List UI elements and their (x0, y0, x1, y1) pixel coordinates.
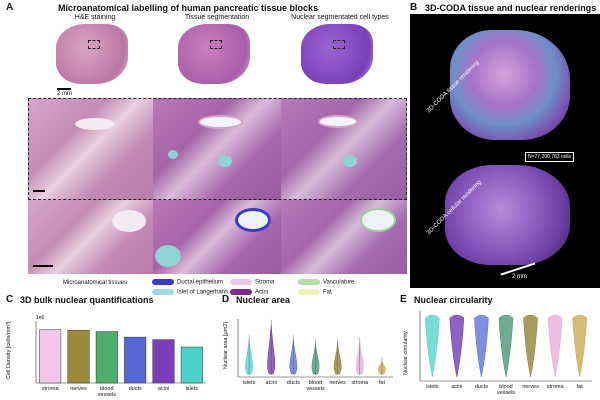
c-xtick-0: stroma (42, 386, 60, 392)
panel-b-title: 3D-CODA tissue and nuclear renderings (425, 3, 597, 13)
legend-title: Microanatomical tissues (63, 280, 128, 286)
nuc-slide-thumbnail (301, 24, 373, 84)
c-bar-0 (39, 329, 62, 384)
seg-slide-thumbnail (178, 24, 250, 84)
legend-label-acini: Acini (255, 289, 269, 296)
panel-b-letter: B (410, 2, 418, 13)
legend-label-vasculature: Vasculature (323, 279, 355, 286)
legend-swatch-acini (230, 289, 252, 295)
d-xtick-2: ducts (287, 380, 300, 386)
c-ylabel: Cell Density [cells/mm³] (6, 321, 12, 379)
panel-e-title: Nuclear circularity (414, 295, 493, 305)
panel-c-letter: C (6, 294, 14, 305)
c-bar-5 (180, 346, 203, 384)
legend-label-islet: Islet of Langerhans (177, 289, 229, 296)
e-violin-2 (474, 314, 489, 378)
e-violin-4 (523, 314, 538, 378)
legend-swatch-fat (298, 289, 320, 295)
zoom-outline (28, 98, 407, 200)
c-xtick-1: nerves (70, 386, 87, 392)
panel-c-title: 3D bulk nuclear quantifications (20, 295, 154, 305)
legend-vasculature: Vasculature (298, 279, 354, 286)
panel-c-chart: 1e6 Cell Density [cells/mm³] stroma nerves b… (6, 315, 206, 398)
c-xtick-3: ducts (129, 386, 142, 392)
panel-d-title: Nuclear area (236, 295, 291, 305)
he-roi-box (88, 40, 100, 49)
panel-a-scale-label: 2 mm (57, 91, 72, 97)
panel-d-chart: Nuclear area [μm2] islets acini ducts blood v… (223, 319, 393, 392)
render-scale-label: 2 mm (512, 274, 527, 280)
panel-e-letter: E (400, 294, 407, 305)
legend-stroma: Stroma (230, 279, 274, 286)
d-xtick-6: fat (379, 380, 386, 386)
e-xtick-3: blood vessels (497, 384, 516, 396)
e-xtick-1: acini (451, 384, 462, 390)
c-bar-2 (95, 331, 118, 384)
tissue-render-blob (450, 30, 570, 140)
legend-label-ductal: Ductal epithelium (177, 279, 224, 286)
c-bar-3 (124, 336, 147, 384)
middle-scale-bar (33, 190, 45, 192)
nuc-roi-box (333, 40, 345, 49)
he-slide-thumbnail (56, 24, 128, 84)
panel-e-chart: Nuclear circularity islets acini ducts blood… (403, 311, 592, 396)
col-label-seg: Tissue segmentation (184, 14, 250, 21)
vessel-shape-he (75, 118, 115, 130)
cellular-render-blob (445, 165, 570, 265)
e-violin-1 (449, 314, 465, 378)
legend-swatch-stroma (230, 279, 252, 285)
legend-label-stroma: Stroma (255, 279, 275, 286)
c-xtick-4: acini (158, 386, 169, 392)
vessel-shape-nuc (318, 115, 358, 128)
panel-d-letter: D (222, 294, 230, 305)
e-xtick-2: ducts (475, 384, 488, 390)
e-xtick-5: stroma (547, 384, 565, 390)
e-xtick-0: islets (426, 384, 439, 390)
islet-blob-seg-2 (168, 150, 178, 159)
legend-islet: Islet of Langerhans (152, 289, 228, 296)
duct-shape-nuc (360, 208, 396, 232)
col-label-nuc: Nuclear segmentated cell types (291, 14, 389, 21)
d-xtick-3: blood vessels (306, 380, 325, 392)
islet-blob-nuc (343, 155, 357, 167)
e-violin-3 (498, 314, 514, 378)
legend-swatch-islet (152, 289, 174, 295)
d-xtick-0: islets (243, 380, 256, 386)
c-bar-4 (152, 339, 175, 384)
legend-ductal: Ductal epithelium (152, 279, 223, 286)
islet-blob-seg (218, 155, 232, 167)
duct-shape-he (112, 210, 146, 232)
cell-count-label: N=77,200,783 cells (525, 152, 574, 162)
c-bar-1 (67, 330, 90, 384)
e-xtick-4: nerves (522, 384, 539, 390)
legend-fat: Fat (298, 289, 332, 296)
e-ylabel: Nuclear circularity (403, 331, 409, 375)
panel-a-letter: A (6, 2, 14, 13)
d-xtick-1: acini (266, 380, 277, 386)
legend-acini: Acini (230, 289, 268, 296)
e-violin-5 (547, 314, 563, 378)
panel-a-title: Microanatomical labelling of human pancr… (58, 3, 319, 13)
vessel-shape-seg (198, 115, 243, 129)
islet-shape-seg (155, 245, 181, 267)
bottom-scale-bar (33, 265, 53, 267)
he-zoom-middle (28, 98, 153, 200)
d-xtick-5: stroma (351, 380, 369, 386)
legend-swatch-ductal (152, 279, 174, 285)
e-violin-0 (425, 314, 440, 378)
legend-label-fat: Fat (323, 289, 332, 296)
e-violin-6 (572, 314, 587, 378)
c-multiplier: 1e6 (36, 315, 45, 321)
legend-swatch-vasculature (298, 279, 320, 285)
d-xtick-4: nerves (329, 380, 346, 386)
duct-shape-seg (235, 208, 271, 232)
d-ylabel: Nuclear area [μm2] (223, 322, 229, 369)
e-xtick-6: fat (577, 384, 584, 390)
c-xtick-2: blood vessels (98, 386, 117, 398)
seg-roi-box (210, 40, 222, 49)
c-xtick-5: islets (186, 386, 199, 392)
col-label-he: H&E staining (74, 14, 116, 21)
panel-a-scale-bar (57, 88, 71, 90)
